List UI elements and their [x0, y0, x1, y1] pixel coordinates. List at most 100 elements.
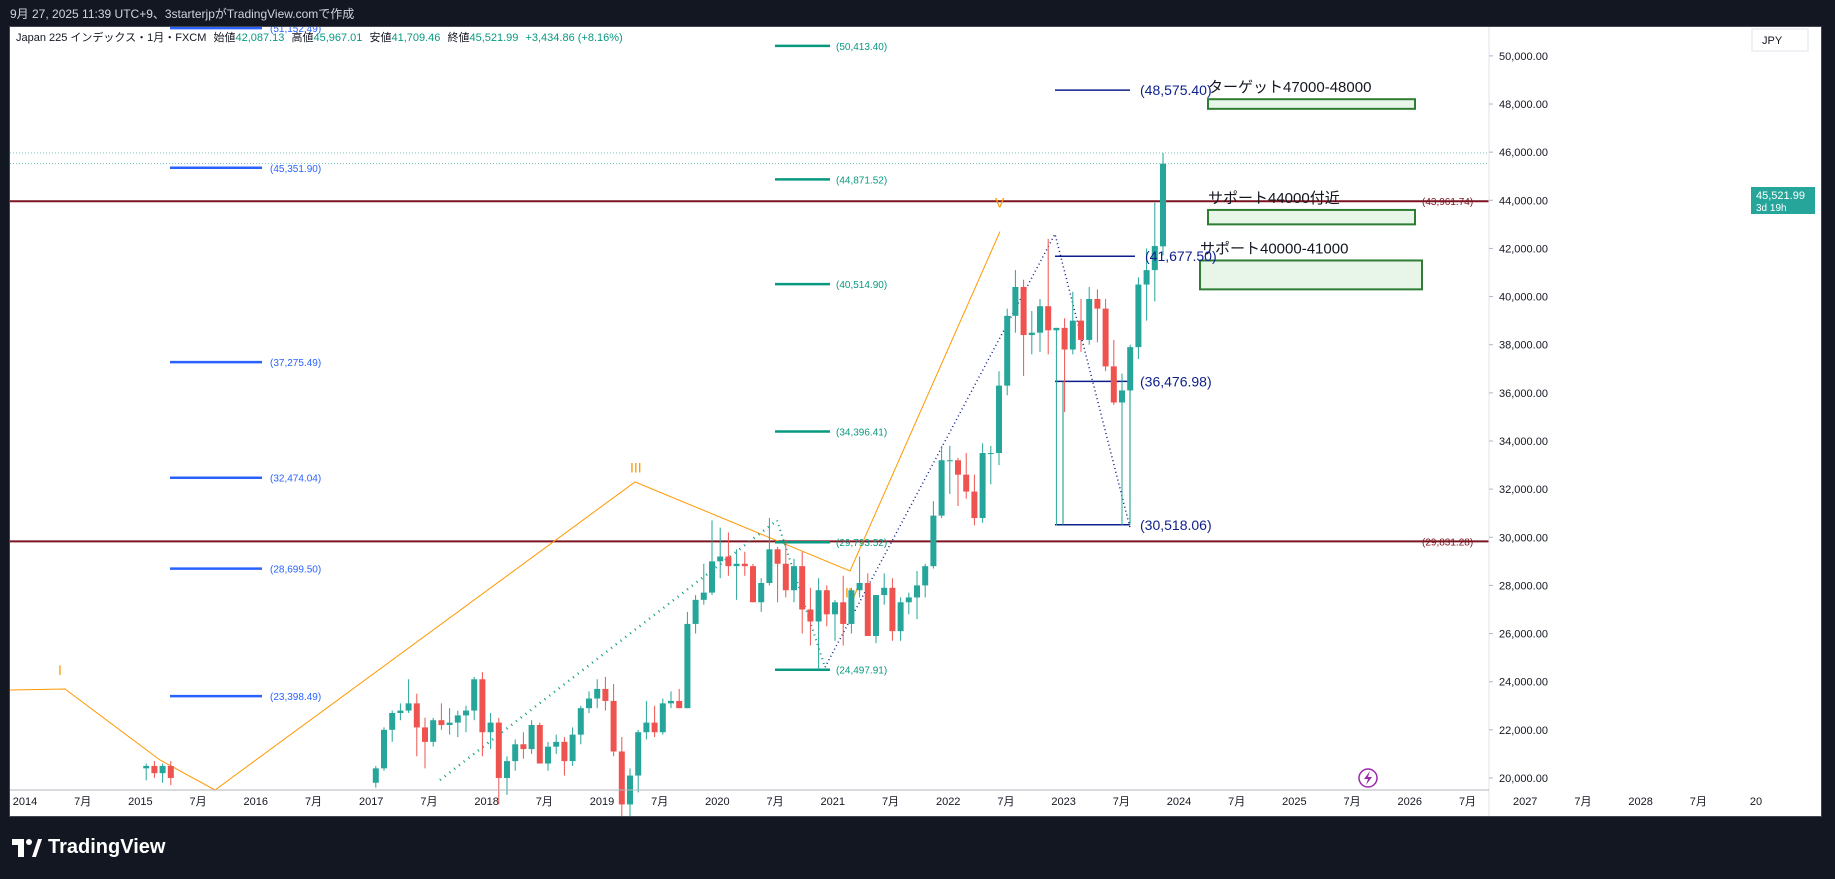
candle-body	[651, 722, 658, 733]
y-tick-label: 28,000.00	[1499, 580, 1548, 592]
x-tick-label: 2014	[13, 796, 37, 808]
candle-body	[635, 732, 642, 776]
legend-high-label: 高値	[291, 30, 313, 44]
last-price-tag	[1751, 187, 1815, 214]
y-tick-label: 36,000.00	[1499, 388, 1548, 400]
y-tick-label: 42,000.00	[1499, 243, 1548, 255]
candle-body	[897, 602, 904, 632]
candle-body	[750, 566, 756, 603]
legend-change: +3,434.86 (+8.16%)	[525, 32, 622, 44]
candle-body	[659, 703, 666, 733]
fib-middle-label: (24,497.91)	[836, 666, 887, 677]
x-tick-label: 7月	[305, 796, 322, 808]
tradingview-brand[interactable]: TradingView	[12, 836, 165, 859]
fib-left-label: (23,398.49)	[270, 692, 321, 703]
candle-body	[1028, 332, 1035, 336]
x-tick-label: 2017	[359, 796, 383, 808]
legend-line: Japan 225 インデックス・1月・FXCM 始値42,087.13 高値4…	[16, 30, 623, 44]
candle-body	[536, 725, 543, 764]
candle-body	[692, 599, 699, 624]
last-price-countdown: 3d 19h	[1756, 203, 1787, 214]
fib-middle-label: (50,413.40)	[836, 42, 887, 53]
x-tick-label: 7月	[1459, 796, 1476, 808]
candle-body	[946, 460, 953, 462]
candle-body	[1004, 315, 1011, 386]
candle-body	[1012, 286, 1019, 316]
currency-button[interactable]	[1751, 28, 1809, 52]
x-tick-label: 7月	[1344, 796, 1361, 808]
y-tick-label: 48,000.00	[1499, 99, 1548, 111]
candle-body	[504, 761, 510, 778]
candle-body	[873, 595, 879, 636]
candle-body	[643, 722, 650, 733]
candle-body	[602, 688, 609, 701]
x-tick-label: 2021	[821, 796, 845, 808]
legend-low-label: 安値	[369, 30, 391, 44]
y-tick-label: 46,000.00	[1499, 147, 1548, 159]
x-tick-label: 7月	[882, 796, 899, 808]
y-tick-label: 38,000.00	[1499, 340, 1548, 352]
legend-symbol: Japan 225 インデックス・1月・FXCM	[16, 30, 206, 44]
currency-label: JPY	[1762, 35, 1783, 47]
chart-panel[interactable]: (43,961.74)(29,831.28) IIIIIVV ターゲット4700…	[9, 26, 1822, 817]
candle-body	[520, 744, 527, 750]
candle-body	[799, 566, 806, 610]
candle-body	[700, 592, 707, 600]
candle-body	[979, 453, 986, 519]
chart-header-text: 9月 27, 2025 11:39 UTC+9、3starterjpがTradi…	[10, 7, 355, 21]
candle-body	[372, 768, 379, 783]
fib-right-label: (36,476.98)	[1140, 373, 1212, 389]
x-axis: 2014 7月 2015 7月 2016 7月 2017 7月 2018 7月 2019 7月 2020…	[10, 789, 1762, 808]
wave-label: III	[630, 459, 642, 475]
candle-body	[1151, 246, 1158, 271]
fib-left-label: (51,152.49)	[270, 27, 321, 35]
candle-body	[1045, 306, 1052, 331]
candle-body	[922, 566, 929, 586]
candle-body	[741, 563, 748, 567]
candle-body	[709, 561, 715, 593]
x-tick-label: 7月	[1113, 796, 1130, 808]
candle-body	[676, 700, 683, 709]
candle-body	[717, 556, 724, 562]
support-line-label: (43,961.74)	[1422, 197, 1473, 208]
candle-body	[1143, 270, 1150, 285]
candle-body	[159, 765, 166, 774]
y-tick-label: 22,000.00	[1499, 725, 1548, 737]
fib-left-label: (28,699.50)	[270, 565, 321, 576]
candle-body	[733, 563, 740, 567]
dotted-trend-teal	[776, 520, 826, 668]
y-axis: 20,000.00 22,000.00 24,000.00 26,000.00 28,0…	[1488, 27, 1548, 816]
candle-body	[610, 700, 617, 752]
x-tick-label: 7月	[651, 796, 668, 808]
candle-body	[553, 741, 560, 747]
fib-left-label: (37,275.49)	[270, 358, 321, 369]
candle-body	[1094, 298, 1101, 309]
x-tick-label: 2019	[590, 796, 614, 808]
candle-body	[487, 722, 494, 733]
candle-body	[430, 720, 437, 742]
candle-body	[446, 722, 453, 726]
candle-body	[143, 765, 150, 769]
fib-left-label: (32,474.04)	[270, 474, 321, 485]
candles	[143, 152, 1166, 816]
brand-name: TradingView	[48, 836, 166, 858]
x-tick-label: 7月	[997, 796, 1014, 808]
annotation-label: ターゲット47000-48000	[1208, 79, 1371, 96]
candle-body	[381, 729, 387, 769]
fib-right-label: (48,575.40)	[1140, 82, 1212, 98]
fib-right-label: (30,518.06)	[1140, 517, 1212, 533]
fib-middle-label: (44,871.52)	[836, 175, 887, 186]
x-tick-label: 7月	[190, 796, 207, 808]
candle-body	[856, 583, 863, 591]
y-tick-label: 24,000.00	[1499, 677, 1548, 689]
candle-body	[438, 720, 445, 726]
candle-body	[463, 710, 469, 716]
y-tick-label: 44,000.00	[1499, 195, 1548, 207]
lightning-icon[interactable]	[1358, 768, 1378, 788]
fib-middle-label: (29,793.52)	[836, 538, 887, 549]
candle-body	[758, 583, 765, 603]
candle-body	[1061, 327, 1068, 350]
candle-body	[782, 563, 789, 591]
candlestick-chart[interactable]: (43,961.74)(29,831.28) IIIIIVV ターゲット4700…	[10, 27, 1821, 816]
candle-body	[725, 556, 732, 567]
